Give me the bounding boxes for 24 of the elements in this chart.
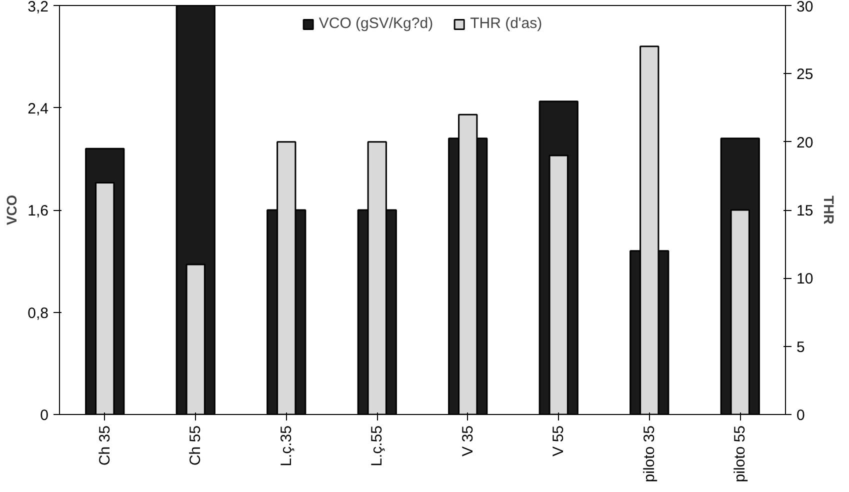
y2-tick-label: 0 — [796, 407, 805, 424]
x-tick-label: piloto 55 — [732, 425, 749, 482]
x-tick-label: V 35 — [459, 426, 476, 456]
x-tick-label: L.ç.35 — [278, 425, 295, 466]
legend-label: VCO (gSV/Kg?d) — [318, 15, 434, 32]
x-tick-label: L.ç.55 — [368, 425, 386, 466]
y-tick-label: 3,2 — [28, 0, 49, 16]
y2-tick-label: 10 — [796, 270, 814, 288]
x-tick-label: V 55 — [550, 426, 568, 456]
y2-tick-label: 25 — [796, 66, 814, 84]
y-tick-label: 0 — [40, 407, 48, 424]
legend-label: THR (d'as) — [470, 15, 542, 32]
y2-tick-label: 5 — [796, 338, 805, 356]
x-tick-label: Ch 35 — [96, 425, 114, 466]
y2-axis-title: THR — [821, 196, 838, 224]
y2-tick-label: 15 — [796, 202, 814, 220]
x-tick-label: piloto 35 — [640, 425, 658, 482]
y2-tick-label: 20 — [796, 134, 814, 152]
y-tick-label: 2,4 — [28, 100, 49, 118]
y2-tick-label: 30 — [796, 0, 814, 16]
y-tick-label: 0,8 — [28, 304, 49, 322]
x-tick-label: Ch 55 — [187, 425, 204, 466]
y-tick-label: 1,6 — [28, 202, 49, 220]
y-axis-title: VCO — [4, 194, 20, 226]
